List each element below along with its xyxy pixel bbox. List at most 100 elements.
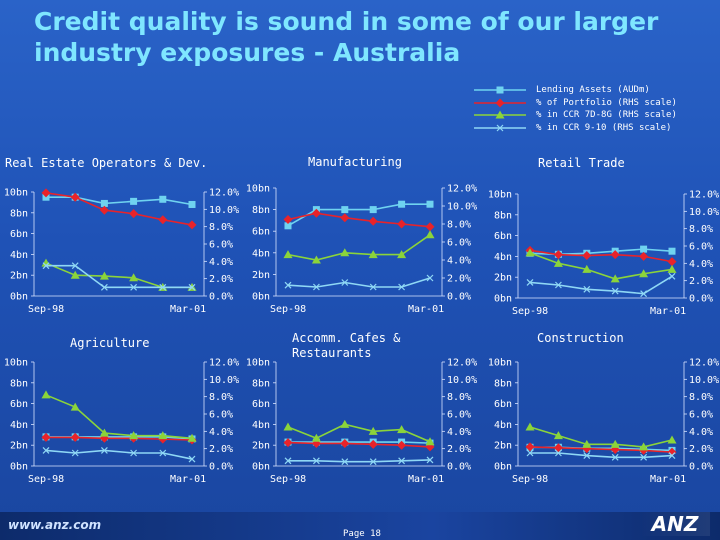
right-tick-label: 0.0% <box>447 462 471 473</box>
data-point-ccr9 <box>341 458 349 466</box>
legend-entry: % in CCR 7D-8G (RHS scale) <box>470 109 710 121</box>
data-point-ccr9 <box>42 446 50 454</box>
data-point-portfolio <box>99 205 109 215</box>
series-line-ccr7 <box>45 262 192 289</box>
right-tick-label: 0.0% <box>209 462 233 473</box>
data-point-portfolio <box>283 215 293 224</box>
data-point-ccr9 <box>284 457 292 465</box>
left-tick-label: 6bn <box>494 399 512 410</box>
legend-label: % of Portfolio (RHS scale) <box>536 97 677 108</box>
left-tick-label: 6bn <box>494 231 512 242</box>
right-tick-label: 8.0% <box>447 392 471 403</box>
data-point-ccr7 <box>525 422 535 431</box>
left-tick-label: 6bn <box>252 399 270 410</box>
data-point-ccr7 <box>525 248 535 257</box>
x-tick-label: Sep-98 <box>28 474 64 485</box>
series-line-portfolio <box>46 436 193 441</box>
left-tick-label: 8bn <box>494 210 512 221</box>
right-tick-label: 10.0% <box>447 375 477 386</box>
anz-logo: ANZ <box>640 512 710 536</box>
series-line-lending <box>46 436 193 440</box>
data-point-lending <box>284 438 292 446</box>
data-point-portfolio <box>311 208 321 218</box>
data-point-lending <box>640 445 648 453</box>
data-point-ccr9 <box>369 283 377 291</box>
data-point-ccr9 <box>640 453 648 461</box>
data-point-ccr7 <box>340 419 350 428</box>
left-tick-label: 4bn <box>494 252 512 263</box>
data-point-lending <box>42 433 50 441</box>
left-tick-label: 8bn <box>10 208 28 219</box>
line-chart: 0bn 2bn 4bn 6bn 8bn 10bn 0.0% 2.0% 4.0% 6.0% 8.0% 1… <box>10 188 239 297</box>
data-point-ccr9 <box>583 285 591 293</box>
data-point-lending <box>398 438 406 446</box>
data-point-ccr9 <box>668 452 676 460</box>
data-point-ccr7 <box>667 264 677 273</box>
legend-label: % in CCR 9-10 (RHS scale) <box>536 122 672 133</box>
data-point-lending <box>583 249 591 257</box>
left-tick-label: 4bn <box>494 420 512 431</box>
series-line-ccr9 <box>46 264 192 289</box>
chart-title: Accomm. Cafes & Restaurants <box>292 331 400 361</box>
legend-swatch <box>474 110 526 119</box>
line-chart: 0bn 2bn 4bn 6bn 8bn 10bn 0.0% 2.0% 4.0% 6.0% 8.0% 1… <box>4 358 233 485</box>
data-point-portfolio <box>582 251 592 261</box>
data-point-ccr7 <box>639 269 649 278</box>
legend-marker <box>495 98 505 107</box>
series-line-ccr7 <box>287 423 431 443</box>
legend-swatch <box>474 86 526 94</box>
right-tick-label: 12.0% <box>209 188 239 199</box>
x-tick-label: Mar-01 <box>650 474 686 485</box>
right-tick-label: 6.0% <box>689 410 713 421</box>
series-line-ccr9 <box>288 459 431 463</box>
left-tick-label: 0bn <box>494 462 512 473</box>
data-point-lending <box>312 206 320 214</box>
series-line-ccr9 <box>45 449 193 460</box>
right-tick-label: 10.0% <box>689 375 719 386</box>
legend-swatch <box>474 124 526 131</box>
data-point-lending <box>42 193 50 201</box>
data-point-portfolio <box>525 245 535 255</box>
right-tick-label: 12.0% <box>689 190 719 201</box>
data-point-portfolio <box>582 444 592 454</box>
right-tick-label: 2.0% <box>447 274 471 285</box>
left-tick-label: 0bn <box>252 462 270 473</box>
right-tick-label: 0.0% <box>689 462 713 473</box>
data-point-portfolio <box>187 220 197 230</box>
right-tick-label: 6.0% <box>689 242 713 253</box>
data-point-portfolio <box>340 213 350 223</box>
data-point-ccr9 <box>369 458 377 466</box>
series-line-ccr9 <box>530 452 673 459</box>
right-tick-label: 4.0% <box>447 427 471 438</box>
legend-marker <box>496 124 504 131</box>
data-point-ccr7 <box>425 230 435 239</box>
series-line-ccr7 <box>529 426 673 448</box>
right-tick-label: 6.0% <box>209 240 233 251</box>
data-point-ccr9 <box>611 287 619 295</box>
x-tick-label: Mar-01 <box>408 304 444 315</box>
left-tick-label: 8bn <box>10 378 28 389</box>
series-line-portfolio <box>287 212 431 228</box>
data-point-portfolio <box>368 439 378 449</box>
data-point-ccr9 <box>583 452 591 460</box>
data-point-ccr7 <box>397 425 407 434</box>
data-point-portfolio <box>425 222 435 232</box>
data-point-ccr9 <box>188 283 196 291</box>
data-point-portfolio <box>311 438 321 448</box>
left-tick-label: 8bn <box>252 378 270 389</box>
left-tick-label: 6bn <box>252 227 270 238</box>
x-tick-label: Mar-01 <box>650 306 686 317</box>
left-tick-label: 10bn <box>246 184 270 195</box>
left-tick-label: 10bn <box>4 358 28 369</box>
series-line-portfolio <box>287 441 431 448</box>
data-point-lending <box>71 433 79 441</box>
right-tick-label: 8.0% <box>689 224 713 235</box>
data-point-portfolio <box>610 250 620 260</box>
right-tick-label: 4.0% <box>447 256 471 267</box>
left-tick-label: 2bn <box>252 441 270 452</box>
left-tick-label: 2bn <box>10 441 28 452</box>
right-tick-label: 2.0% <box>209 444 233 455</box>
data-point-lending <box>188 200 196 208</box>
right-tick-label: 12.0% <box>447 358 477 369</box>
website-link[interactable]: www.anz.com <box>8 518 102 532</box>
